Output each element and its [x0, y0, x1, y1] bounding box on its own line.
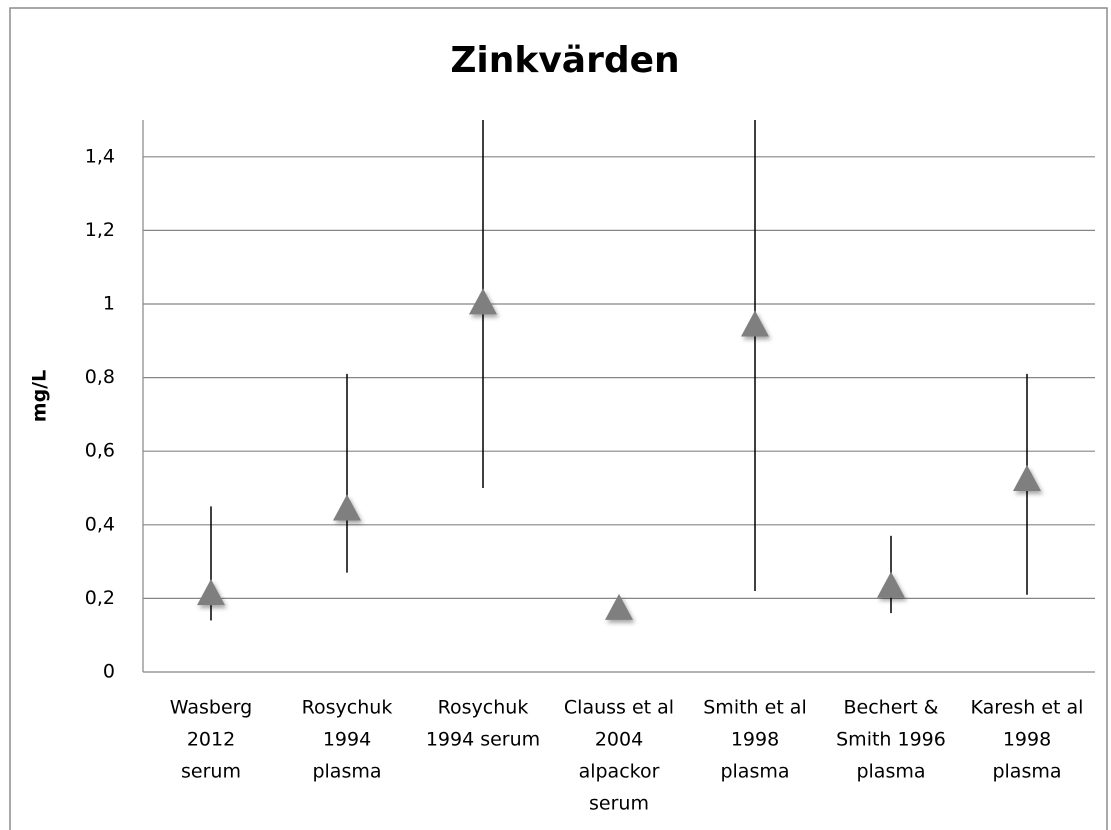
y-tick-label: 0,8	[85, 366, 115, 388]
marker	[197, 579, 225, 606]
x-tick-label: alpackor	[579, 761, 660, 783]
x-tick-label: 2012	[187, 729, 235, 751]
plot-area	[197, 120, 1041, 621]
y-tick-label: 0	[103, 661, 115, 683]
marker	[741, 310, 769, 337]
x-tick-label: serum	[181, 761, 241, 783]
x-tick-label: Clauss et al	[564, 697, 674, 719]
x-tick-label: 2004	[595, 729, 643, 751]
x-tick-label: Bechert &	[843, 697, 938, 719]
x-tick-label: Wasberg	[170, 697, 252, 719]
x-tick-label: serum	[589, 793, 649, 815]
x-tick-label: 1998	[731, 729, 779, 751]
y-axis-label: mg/L	[29, 370, 51, 422]
chart-title: Zinkvärden	[450, 40, 679, 81]
marker	[1013, 465, 1041, 492]
marker	[605, 593, 633, 620]
marker	[333, 494, 361, 521]
x-tick-label: plasma	[312, 761, 381, 783]
y-tick-label: 0,6	[85, 440, 115, 462]
marker	[877, 571, 905, 598]
y-tick-label: 1,2	[85, 219, 115, 241]
marker	[469, 288, 497, 315]
x-tick-label: Rosychuk	[438, 697, 529, 719]
x-tick-label: 1994	[323, 729, 371, 751]
x-tick-label: Karesh et al	[971, 697, 1084, 719]
x-tick-label: 1998	[1003, 729, 1051, 751]
x-tick-label: plasma	[856, 761, 925, 783]
x-tick-label: 1994 serum	[426, 729, 540, 751]
x-tick-label: Smith et al	[703, 697, 806, 719]
chart-border	[9, 7, 1108, 830]
y-tick-label: 0,4	[85, 513, 115, 535]
y-tick-label: 1	[103, 293, 115, 315]
y-tick-label: 0,2	[85, 587, 115, 609]
x-tick-label: Rosychuk	[302, 697, 393, 719]
x-tick-label: Smith 1996	[836, 729, 946, 751]
y-tick-label: 1,4	[85, 145, 115, 167]
x-tick-label: plasma	[992, 761, 1061, 783]
x-tick-label: plasma	[720, 761, 789, 783]
